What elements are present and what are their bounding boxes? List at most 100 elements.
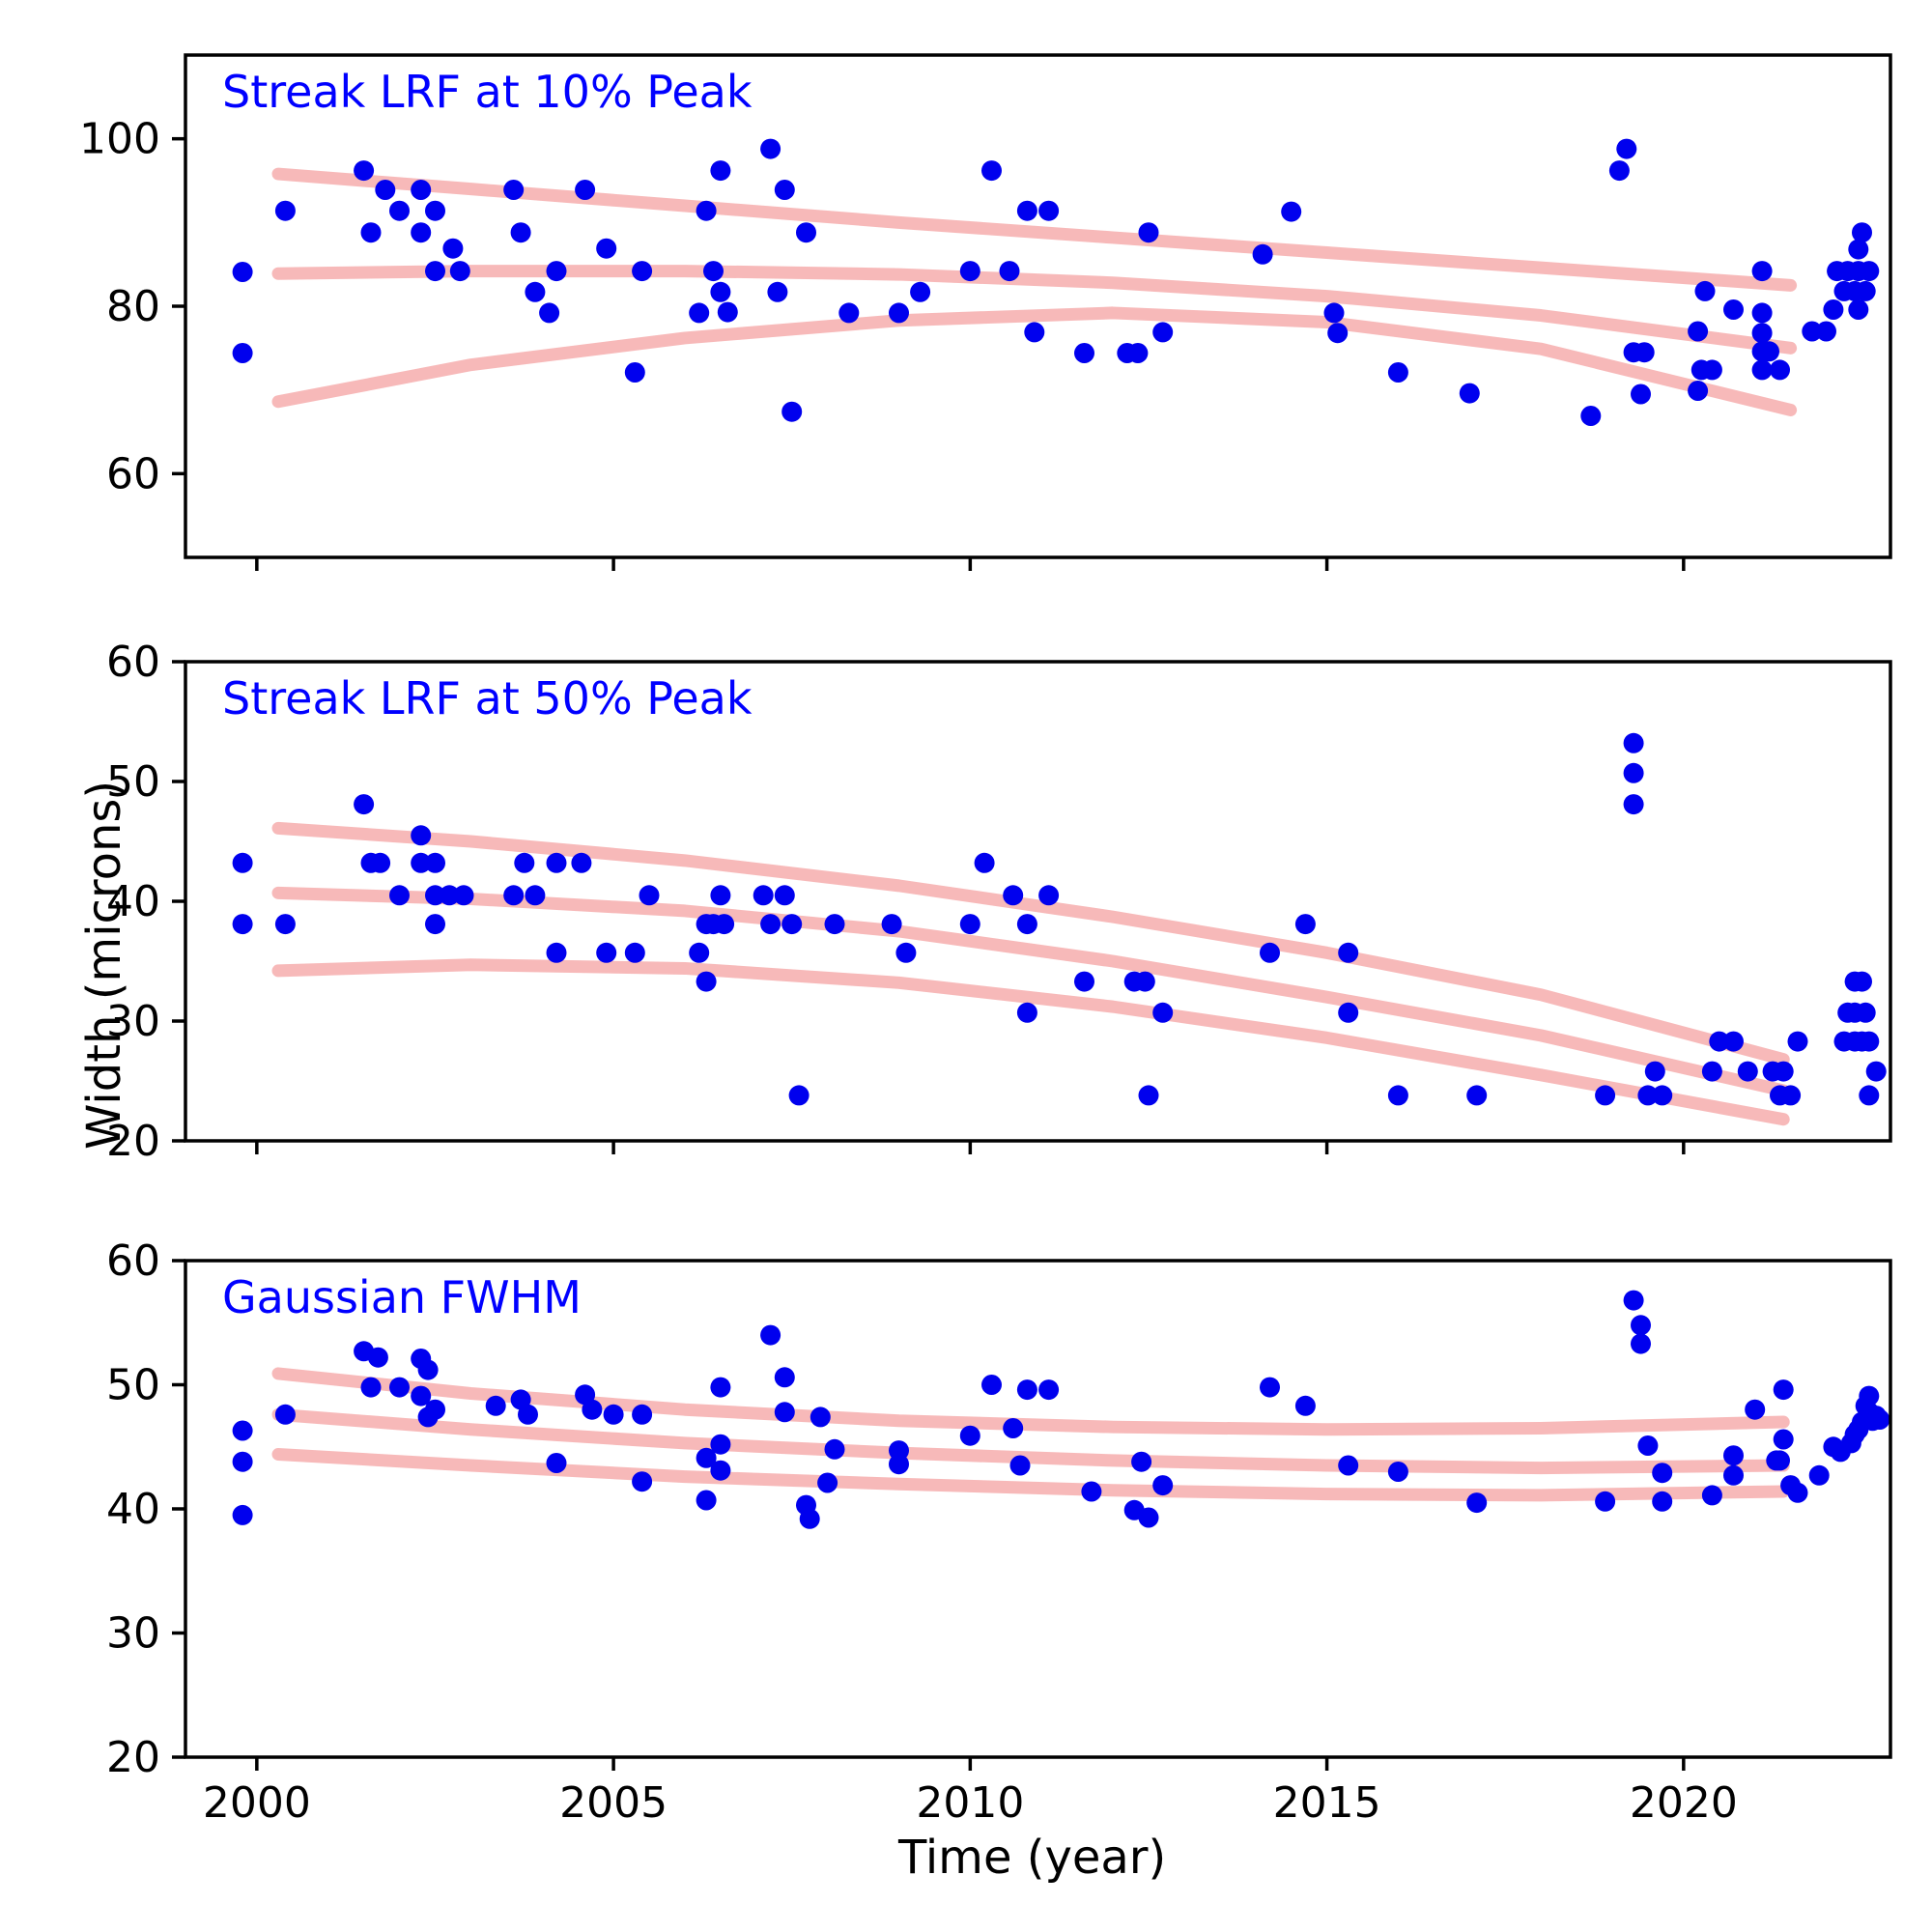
data-point xyxy=(1631,1333,1651,1354)
data-point xyxy=(425,852,445,873)
data-point xyxy=(1152,1475,1174,1496)
data-point xyxy=(571,852,592,873)
scatter-points-panel-1 xyxy=(232,732,1887,1106)
data-point xyxy=(1294,914,1316,935)
data-point xyxy=(1855,280,1876,301)
data-point xyxy=(1823,299,1844,320)
fit-line-lower-panel-2 xyxy=(271,1447,1790,1502)
data-point xyxy=(1387,1462,1408,1482)
data-point xyxy=(546,852,567,873)
data-point xyxy=(274,914,296,935)
data-point xyxy=(1701,1061,1722,1082)
data-point xyxy=(417,1359,439,1380)
data-point xyxy=(1260,1377,1280,1398)
y-tick-label: 20 xyxy=(106,1117,160,1166)
data-point xyxy=(1745,1399,1766,1420)
fit-line-lower-panel-0 xyxy=(271,306,1798,416)
data-point xyxy=(999,261,1020,282)
y-tick-label: 60 xyxy=(106,449,160,498)
data-point xyxy=(710,281,731,302)
data-point xyxy=(354,160,375,182)
data-point xyxy=(1701,1485,1722,1506)
data-point xyxy=(717,301,738,323)
data-point xyxy=(781,401,803,422)
data-point xyxy=(1723,299,1744,320)
panel-frame-2 xyxy=(184,1259,1892,1759)
data-point xyxy=(696,1447,717,1468)
data-point xyxy=(582,1399,603,1420)
data-point xyxy=(546,942,567,963)
data-point xyxy=(889,302,909,324)
data-point xyxy=(1859,1385,1880,1406)
data-point xyxy=(767,281,788,302)
data-point xyxy=(1688,381,1709,401)
data-point xyxy=(1652,1085,1673,1106)
data-point xyxy=(411,852,432,873)
data-point xyxy=(411,825,432,846)
data-point xyxy=(370,852,391,873)
data-point xyxy=(1338,1455,1359,1476)
data-point xyxy=(1787,1482,1808,1503)
panel-title-streak-lrf-50: Streak LRF at 50% Peak xyxy=(222,672,753,724)
data-point xyxy=(514,852,535,873)
data-point xyxy=(959,1425,980,1446)
data-point xyxy=(425,914,445,935)
data-point xyxy=(503,180,525,200)
scatter-points-panel-2 xyxy=(232,1290,1890,1529)
data-point xyxy=(546,1453,567,1473)
data-point xyxy=(714,914,735,935)
data-point xyxy=(632,1404,653,1425)
data-point xyxy=(1038,885,1060,906)
data-point xyxy=(1081,1481,1102,1502)
data-point xyxy=(1852,222,1872,243)
data-point xyxy=(1338,942,1359,963)
y-tick-label: 100 xyxy=(79,115,160,164)
data-point xyxy=(1252,243,1273,265)
data-point xyxy=(774,180,795,200)
data-point xyxy=(1770,1450,1790,1471)
data-point xyxy=(710,885,731,906)
data-point xyxy=(1816,321,1836,342)
data-point xyxy=(1016,1002,1037,1023)
panel-title-streak-lrf-10: Streak LRF at 10% Peak xyxy=(222,66,753,118)
y-tick-label: 30 xyxy=(106,1609,160,1659)
data-point xyxy=(485,1395,506,1416)
data-point xyxy=(1074,971,1094,992)
data-point xyxy=(232,262,253,282)
data-point xyxy=(1009,1455,1031,1476)
data-point xyxy=(232,914,253,935)
data-point xyxy=(1631,1315,1651,1336)
data-point xyxy=(1131,1451,1152,1472)
data-point xyxy=(838,302,860,324)
data-point xyxy=(411,1385,432,1406)
data-point xyxy=(1859,1031,1880,1052)
data-point xyxy=(1327,323,1349,344)
data-point xyxy=(546,261,567,282)
data-point xyxy=(1859,1085,1880,1106)
data-point xyxy=(1387,1085,1408,1106)
data-point xyxy=(442,238,464,259)
y-tick-label: 50 xyxy=(106,1361,160,1410)
data-point xyxy=(1737,1061,1758,1082)
data-point xyxy=(425,200,445,221)
data-point xyxy=(1127,343,1149,363)
data-point xyxy=(525,281,546,302)
data-point xyxy=(710,1460,731,1481)
data-point xyxy=(1751,323,1773,344)
data-point xyxy=(1709,1031,1730,1052)
data-point xyxy=(510,222,531,243)
data-point xyxy=(1701,359,1722,381)
data-point xyxy=(1466,1492,1488,1514)
data-point xyxy=(1723,1031,1744,1052)
data-point xyxy=(696,200,717,221)
data-point xyxy=(760,138,781,159)
panel-2: 20 30 40 50 60 2000 2005 2010 2015 2020 xyxy=(106,1236,1892,1828)
data-point xyxy=(1338,1002,1359,1023)
data-point xyxy=(453,885,474,906)
data-point xyxy=(910,281,931,302)
data-point xyxy=(360,222,382,243)
data-point xyxy=(1038,200,1060,221)
data-point xyxy=(760,914,781,935)
data-point xyxy=(1623,732,1644,753)
fit-line-lower-panel-1 xyxy=(271,958,1790,1126)
